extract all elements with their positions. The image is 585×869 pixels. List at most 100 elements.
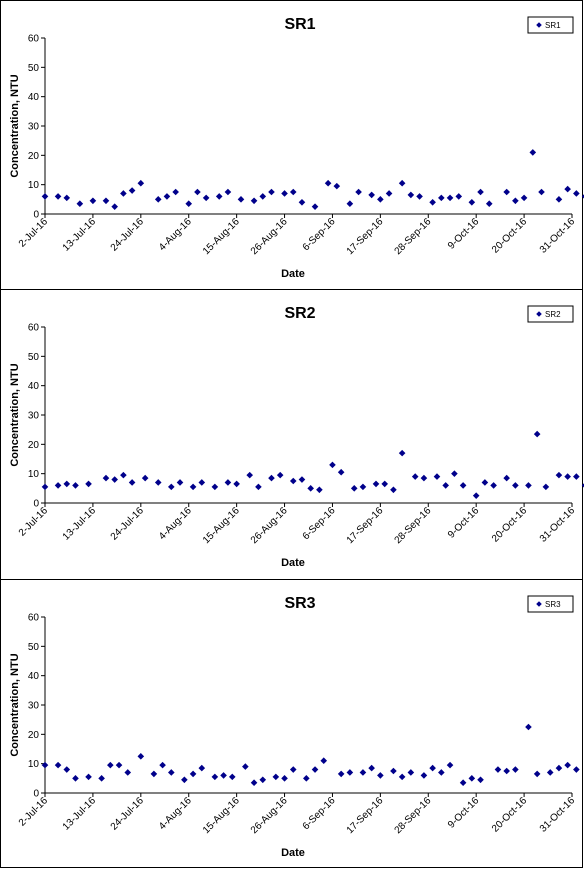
data-point: [503, 188, 510, 196]
y-tick-label: 50: [28, 63, 40, 74]
data-point: [185, 200, 193, 208]
legend-box: [527, 16, 574, 34]
data-point: [307, 485, 314, 492]
data-point: [573, 766, 580, 773]
data-point: [320, 757, 328, 765]
chart-sr1: SR1 0 10 20 30 40 50 60 2-Jul-16 13-Jul-16 24-Jul-…: [9, 16, 584, 280]
data-point: [455, 193, 463, 200]
data-point: [120, 471, 127, 479]
x-tick-label: 31-Oct-16: [538, 216, 578, 256]
y-tick-label: 50: [28, 642, 40, 653]
data-point: [111, 203, 118, 210]
y-tick-label: 0: [33, 789, 39, 800]
chart-sr3: SR3 0 10 20 30 40 50 60 2-Jul-16 13-Jul-16 24-Jul-…: [9, 595, 580, 859]
legend-marker: [536, 22, 542, 28]
chart-panel-sr2: SR2 0 10 20 30 40 50 60 2-Jul-16 13-Jul-16 24-Jul-…: [0, 289, 584, 580]
data-point: [250, 197, 258, 205]
data-point: [385, 190, 393, 197]
chart-title: SR3: [284, 595, 315, 612]
x-tick-label: 9-Oct-16: [446, 505, 482, 541]
y-tick-label: 10: [28, 180, 40, 191]
data-point: [172, 188, 179, 196]
data-point: [194, 188, 201, 196]
data-point: [429, 198, 436, 206]
data-point: [420, 772, 428, 779]
y-tick-label: 30: [28, 411, 40, 422]
data-point: [533, 770, 541, 778]
legend: SR3: [527, 595, 574, 613]
data-point: [503, 767, 510, 775]
x-tick-label: 20-Oct-16: [490, 216, 530, 256]
data-point: [276, 471, 284, 479]
x-tick-label: 20-Oct-16: [490, 795, 530, 835]
data-point: [459, 482, 467, 489]
data-point: [416, 193, 423, 200]
data-point: [289, 188, 297, 196]
x-tick-label: 24-Jul-16: [109, 505, 147, 543]
data-point: [41, 483, 49, 491]
data-point: [459, 779, 467, 787]
data-point: [337, 770, 345, 778]
data-point: [372, 480, 380, 488]
data-point: [346, 769, 354, 776]
x-tick-label: 24-Jul-16: [109, 216, 147, 254]
y-tick-label: 60: [28, 613, 40, 624]
data-point: [141, 474, 149, 482]
x-tick-label: 15-Aug-16: [201, 795, 242, 836]
data-point: [398, 773, 406, 781]
x-tick-label: 28-Sep-16: [393, 505, 434, 546]
data-point: [85, 773, 92, 781]
data-point: [438, 194, 445, 202]
data-point: [472, 492, 480, 499]
data-point: [63, 766, 71, 773]
data-point: [311, 766, 319, 773]
data-point: [76, 200, 84, 208]
data-point: [512, 197, 519, 205]
data-point: [350, 485, 358, 492]
data-point: [150, 770, 158, 778]
data-point: [573, 190, 580, 197]
data-point: [346, 200, 354, 208]
data-point: [63, 194, 71, 202]
y-tick-label: 10: [28, 469, 40, 480]
data-point: [468, 775, 476, 782]
data-point: [154, 479, 162, 486]
y-axis-label: Concentration, NTU: [9, 74, 21, 177]
x-tick-label: 13-Jul-16: [61, 216, 99, 254]
y-tick-label: 50: [28, 352, 40, 363]
data-point: [281, 775, 288, 782]
x-tick-label: 4-Aug-16: [157, 216, 194, 253]
legend-label: SR2: [545, 310, 561, 319]
y-tick-label: 30: [28, 122, 40, 133]
chart-title: SR2: [284, 305, 315, 322]
data-point: [355, 188, 362, 196]
data-point: [573, 473, 580, 480]
x-tick-label: 2-Jul-16: [17, 505, 51, 539]
data-point: [54, 761, 62, 769]
data-point: [85, 480, 92, 488]
data-point: [281, 190, 288, 197]
x-tick-label: 17-Sep-16: [345, 795, 386, 836]
x-tick-label: 6-Sep-16: [301, 505, 338, 542]
x-tick-label: 17-Sep-16: [345, 505, 386, 546]
x-tick-label: 15-Aug-16: [201, 216, 242, 257]
data-point: [538, 188, 545, 196]
y-tick-label: 40: [28, 381, 40, 392]
data-point: [54, 482, 62, 489]
data-point: [89, 197, 97, 205]
legend-box: [527, 595, 574, 613]
data-point: [215, 193, 223, 200]
data-point: [481, 479, 489, 486]
y-tick-label: 20: [28, 151, 40, 162]
data-point: [564, 185, 571, 193]
data-point: [429, 764, 436, 772]
data-point: [224, 479, 232, 486]
data-point: [137, 753, 145, 760]
chart-panel-sr1: SR1 0 10 20 30 40 50 60 2-Jul-16 13-Jul-16 24-Jul-…: [0, 0, 584, 290]
data-point: [377, 772, 384, 779]
data-point: [512, 766, 519, 773]
data-point: [255, 483, 262, 491]
data-point: [189, 770, 197, 778]
x-tick-label: 4-Aug-16: [157, 795, 194, 832]
data-point: [41, 193, 49, 200]
